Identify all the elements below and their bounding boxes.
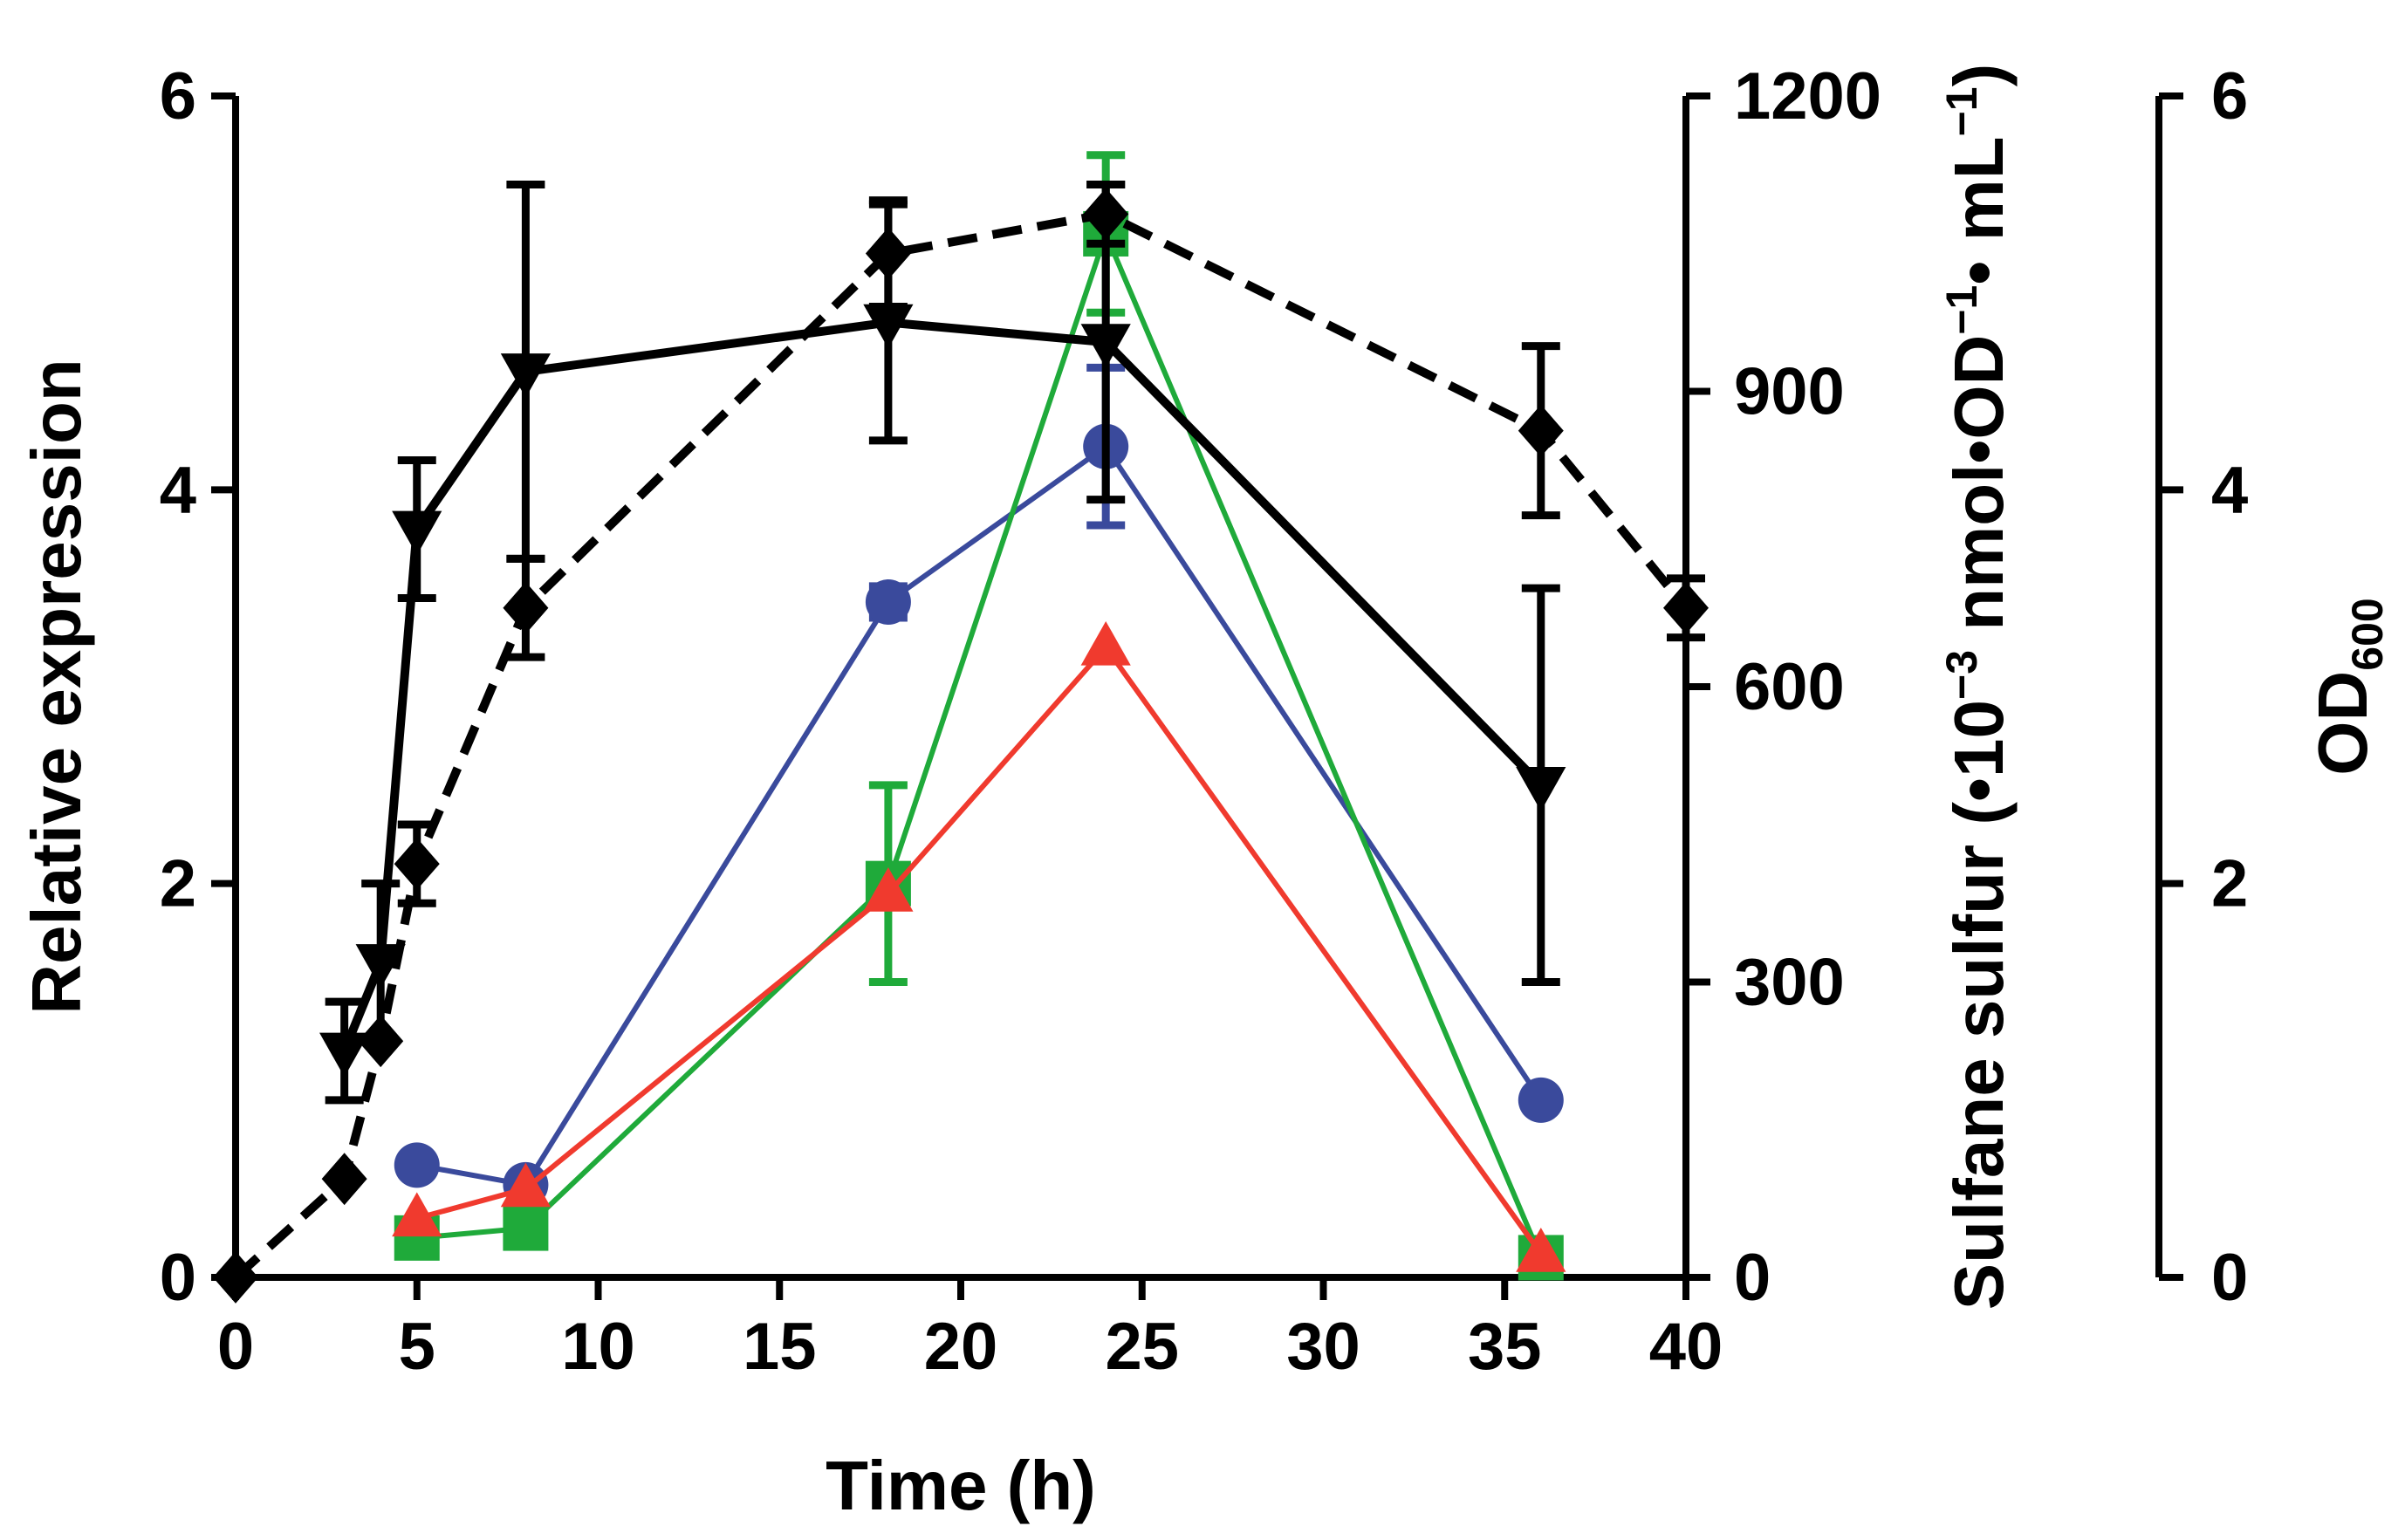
right-y2-tick-label: 6 [2211,59,2248,133]
left-y-tick-label: 4 [160,453,196,527]
x-tick-label: 30 [1286,1310,1360,1384]
sulfane-label-mid2: • mL [1940,136,2018,284]
data-point [865,578,911,625]
od-label-sub: 600 [2343,598,2392,670]
x-axis-label: Time (h) [826,1447,1096,1524]
right-y2-axis-label: OD600 [2304,598,2392,775]
right-y1-axis-label: Sulfane sulfur (•10−3 nmol•OD−1• mL−1) [1937,64,2018,1311]
data-point [500,1162,551,1208]
series-red-gene [392,620,1566,1272]
od-label-main: OD [2304,671,2381,776]
sulfane-label-exp3: −1 [1937,86,1986,136]
data-point [1518,1077,1564,1123]
right-y2-tick-label: 4 [2211,453,2248,527]
x-tick-label: 20 [924,1310,998,1384]
left-y-ticks-group: 0 2 4 6 [160,59,236,1315]
data-point [394,1142,440,1188]
right-y1-tick-label: 900 [1734,355,1845,429]
series-layer [213,151,1709,1304]
data-point [503,581,549,634]
series-od600 [213,181,1709,1304]
series-line [232,209,1689,1281]
data-point [1516,767,1566,811]
data-point [392,1192,442,1237]
series-line [416,443,1544,1188]
x-tick-label: 5 [399,1310,435,1384]
x-tick-label: 10 [561,1310,635,1384]
data-point [394,838,440,890]
right-y2-tick-label: 2 [2211,847,2248,921]
right-y1-ticks-group: 0 300 600 900 1200 [1686,59,1881,1315]
data-point [1663,581,1709,634]
right-y2-ticks-group: 0 2 4 6 [2159,59,2248,1315]
left-y-axis-label: Relative expression [17,359,95,1014]
data-point [358,1015,404,1068]
sulfane-label-mid: nmol•OD [1940,335,2018,650]
data-point [863,304,914,349]
right-y2-tick-label: 0 [2211,1241,2248,1315]
left-y-tick-label: 0 [160,1241,196,1315]
data-point [1080,324,1131,368]
left-y-tick-label: 6 [160,59,196,133]
sulfane-label-exp2: −1 [1937,285,1986,335]
data-point [1080,620,1131,666]
sulfane-label-exp1: −3 [1937,650,1986,700]
data-point [355,944,406,989]
series-line [415,644,1544,1256]
right-y1-tick-label: 300 [1734,946,1845,1020]
data-point [865,227,911,280]
data-point [1083,188,1129,241]
data-point [503,1205,549,1251]
right-y1-tick-label: 0 [1734,1241,1771,1315]
left-y-tick-label: 2 [160,847,196,921]
sulfane-label-prefix: Sulfane sulfur (•10 [1940,700,2018,1310]
x-tick-label: 40 [1649,1310,1723,1384]
data-point [863,867,914,912]
data-point [392,510,442,556]
right-y1-tick-label: 600 [1734,650,1845,724]
data-point [321,1153,367,1206]
x-tick-label: 0 [217,1310,254,1384]
series-line [416,230,1544,1259]
data-point [213,1251,258,1304]
right-y1-tick-label: 1200 [1734,59,1881,133]
x-tick-label: 25 [1105,1310,1179,1384]
sulfane-label-suffix: ) [1940,64,2018,87]
x-tick-label: 35 [1468,1310,1542,1384]
x-ticks-group: 0 5 10 15 20 25 30 35 40 [217,1277,1723,1384]
x-tick-label: 15 [743,1310,817,1384]
data-point [319,1032,370,1078]
data-point [1516,1228,1566,1272]
data-point [1518,404,1564,457]
data-point [500,353,551,398]
